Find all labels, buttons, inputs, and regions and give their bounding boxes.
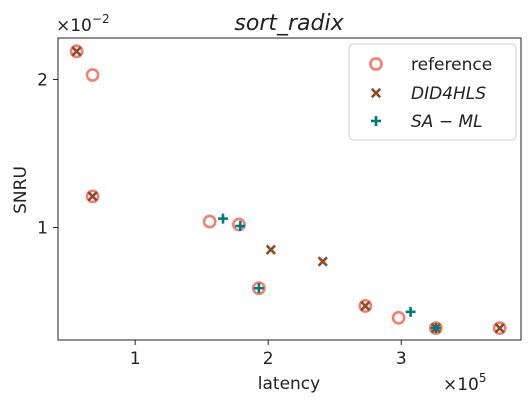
point-did4hls [360,300,371,312]
point-reference [69,44,84,59]
point-did4hls-stroke [87,191,98,202]
x-tick-label: 1 [130,349,141,369]
y-multiplier-base: ×10 [56,16,92,36]
legend: reference DID4HLS SA − ML [348,43,517,141]
point-reference [232,217,246,232]
point-sa-ml [405,306,416,317]
data-marks [69,44,507,336]
point-did4hls-stroke [71,46,82,57]
point-did4hls [71,46,82,57]
legend-label-reference: reference [411,55,492,75]
plot-frame [57,37,522,341]
legend-label-did4hls: DID4HLS [411,84,486,104]
series-sa-ml [217,213,441,334]
y-multiplier: ×10−2 [56,12,110,36]
point-did4hls [317,256,328,267]
point-did4hls-stroke [494,323,505,334]
x-multiplier-base: ×10 [443,375,479,395]
legend-label-sa-ml: SA − ML [411,112,483,132]
legend-marker-reference [369,57,383,71]
y-multiplier-exp: −2 [92,12,110,26]
point-reference [428,321,443,336]
x-multiplier-exp: 5 [479,371,487,385]
y-tick-label: 2 [37,70,48,90]
point-reference [202,214,217,229]
legend-marker-did4hls-stroke [370,87,382,99]
axis-ticks: 1 2 3 1 2 [37,70,407,369]
point-did4hls-stroke [265,244,276,255]
legend-box [348,43,517,141]
x-multiplier: ×105 [443,371,487,395]
y-tick-label: 1 [37,218,48,238]
point-sa-ml [430,323,441,334]
point-reference [391,310,406,325]
point-did4hls-stroke [360,300,371,312]
point-reference [251,281,266,296]
point-did4hls [87,191,98,202]
point-reference [85,68,100,82]
y-multiplier-text: ×10−2 [56,12,110,36]
point-sa-ml [253,283,264,294]
point-sa-ml [217,213,228,224]
y-axis-label: SNRU [11,166,31,214]
legend-marker-did4hls [370,87,382,99]
x-tick-label: 2 [263,349,274,369]
point-reference [492,321,507,336]
legend-markers [369,57,383,126]
point-did4hls [494,323,505,334]
point-did4hls [265,244,276,255]
legend-marker-sa-ml [371,116,381,126]
x-tick-label: 3 [396,349,407,369]
x-axis-label: latency [258,374,320,394]
chart-title: sort_radix [234,11,344,36]
point-reference [85,189,100,204]
point-did4hls-stroke [317,256,328,267]
point-reference [358,299,373,313]
point-sa-ml [235,221,246,232]
x-multiplier-text: ×105 [443,371,487,395]
series-reference [69,44,507,336]
